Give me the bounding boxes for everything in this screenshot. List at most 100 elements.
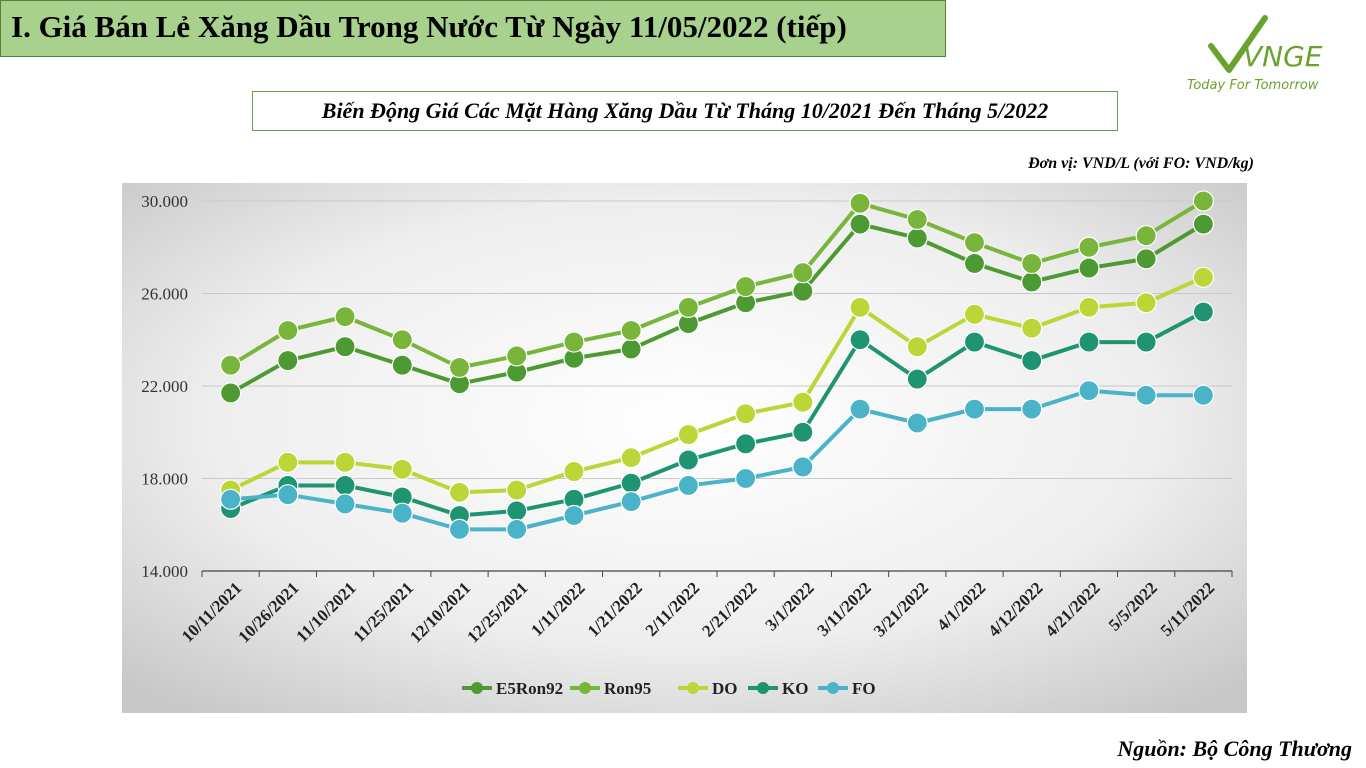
gridlines <box>202 200 1232 479</box>
source-note: Nguồn: Bộ Công Thương <box>1117 736 1352 761</box>
data-point <box>1078 380 1100 402</box>
data-point <box>620 447 642 469</box>
data-point <box>1021 398 1043 420</box>
data-point <box>391 329 413 351</box>
data-point <box>906 336 928 358</box>
data-point <box>277 349 299 372</box>
legend-marker <box>579 682 591 694</box>
data-point <box>391 502 413 524</box>
data-point <box>735 433 757 455</box>
legend-marker <box>757 682 769 694</box>
data-point <box>963 331 986 353</box>
data-point <box>277 319 299 342</box>
data-point <box>563 504 585 527</box>
data-point <box>334 306 356 328</box>
data-point <box>334 451 356 473</box>
data-point <box>1078 257 1100 279</box>
data-point <box>963 252 986 275</box>
data-point <box>792 280 814 302</box>
data-point <box>677 449 699 471</box>
data-point <box>506 345 528 367</box>
y-tick-label: 18.000 <box>141 470 188 489</box>
logo-tagline: Today For Tomorrow <box>1187 78 1319 93</box>
y-tick-label: 14.000 <box>141 562 188 581</box>
data-point <box>334 474 356 497</box>
legend-label: E5Ron92 <box>496 679 563 698</box>
page-title: I. Giá Bán Lẻ Xăng Dầu Trong Nước Từ Ngà… <box>11 9 847 44</box>
data-point <box>620 472 642 494</box>
legend-item-do: DO <box>678 679 738 698</box>
chart-title: Biến Động Giá Các Mặt Hàng Xăng Dầu Từ T… <box>321 98 1049 123</box>
data-point <box>792 262 814 284</box>
legend-marker <box>827 682 839 694</box>
y-tick-label: 22.000 <box>141 377 188 396</box>
y-axis: 14.000 18.000 22.000 26.000 30.000 <box>141 192 188 581</box>
data-point <box>963 303 986 325</box>
data-point <box>735 275 757 298</box>
data-point <box>963 232 986 254</box>
unit-note: Đơn vị: VND/L (với FO: VND/kg) <box>1028 155 1254 172</box>
data-point <box>677 474 699 497</box>
logo-check-icon <box>1208 15 1268 73</box>
data-point <box>506 479 528 501</box>
data-point <box>849 398 871 420</box>
vnge-logo: VNGE <box>1185 8 1360 98</box>
legend-item-ko: KO <box>748 679 808 698</box>
legend-item-fo: FO <box>818 679 876 698</box>
data-point <box>620 338 642 360</box>
series-group <box>220 190 1214 540</box>
data-point <box>1135 248 1157 270</box>
legend-marker <box>687 682 699 694</box>
data-point <box>1078 236 1100 258</box>
legend-marker <box>471 682 483 694</box>
series-ko <box>220 301 1214 527</box>
legend-label: KO <box>782 679 808 698</box>
data-point <box>906 368 928 390</box>
data-point <box>1135 292 1157 314</box>
data-point <box>1192 213 1214 235</box>
data-point <box>1021 349 1043 372</box>
data-point <box>506 500 528 522</box>
data-point <box>620 319 642 342</box>
data-point <box>1192 384 1214 406</box>
data-point <box>1021 317 1043 339</box>
y-tick-label: 26.000 <box>141 285 188 304</box>
data-point <box>1192 301 1214 323</box>
data-point <box>1135 331 1157 353</box>
legend-label: Ron95 <box>604 679 651 698</box>
legend-label: DO <box>712 679 738 698</box>
data-point <box>277 451 299 473</box>
data-point <box>391 354 413 376</box>
data-point <box>849 192 871 214</box>
data-point <box>906 412 928 434</box>
data-point <box>1021 252 1043 275</box>
data-point <box>620 491 642 513</box>
data-point <box>1078 331 1100 353</box>
data-point <box>1078 296 1100 318</box>
data-point <box>792 391 814 413</box>
series-fo <box>220 380 1214 540</box>
data-point <box>506 518 528 540</box>
data-point <box>792 421 814 443</box>
data-point <box>1135 225 1157 247</box>
logo-mark: VNGE <box>1208 15 1323 73</box>
data-point <box>849 213 871 235</box>
series-do <box>220 266 1214 503</box>
data-point <box>792 456 814 478</box>
logo-text: VNGE <box>1243 40 1323 73</box>
header-banner: I. Giá Bán Lẻ Xăng Dầu Trong Nước Từ Ngà… <box>0 0 946 57</box>
legend-label: FO <box>852 679 876 698</box>
legend-item-ron95: Ron95 <box>570 679 651 698</box>
data-point <box>220 354 242 376</box>
chart-title-box: Biến Động Giá Các Mặt Hàng Xăng Dầu Từ T… <box>252 91 1118 131</box>
y-tick-label: 30.000 <box>141 192 188 211</box>
data-point <box>563 331 585 353</box>
data-point <box>906 208 928 231</box>
data-point <box>735 467 757 490</box>
plot-background <box>122 183 1247 713</box>
data-point <box>563 460 585 483</box>
data-point <box>448 356 471 379</box>
data-point <box>391 458 413 480</box>
data-point <box>735 403 757 425</box>
